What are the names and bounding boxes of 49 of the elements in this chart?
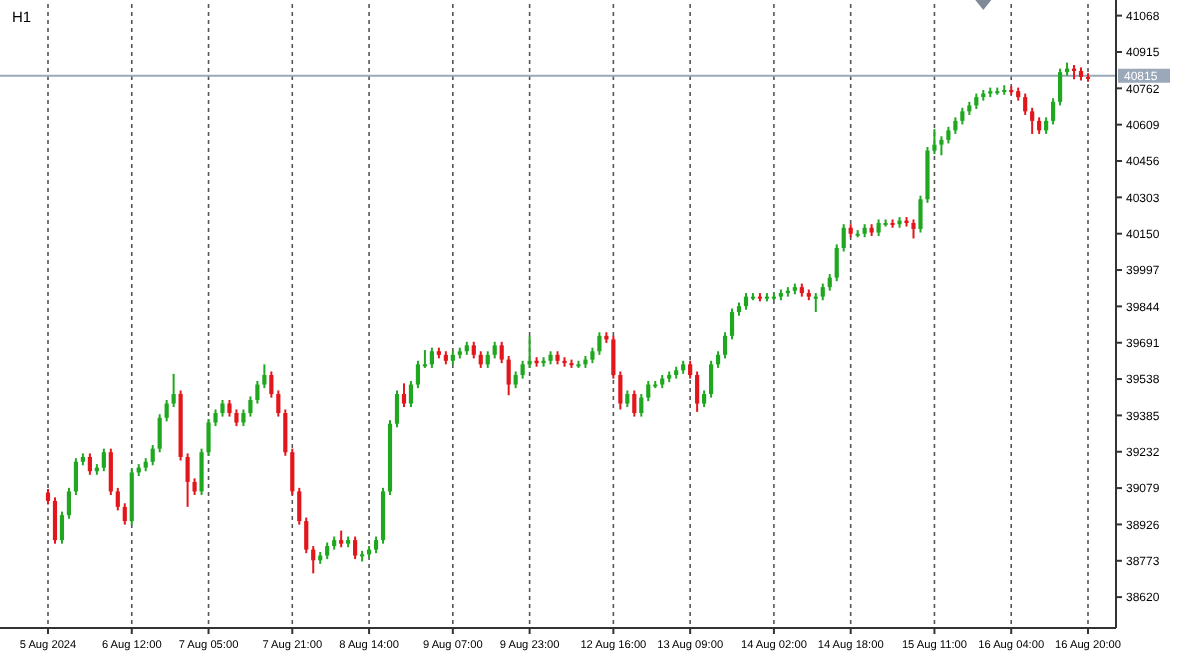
candlestick bbox=[304, 516, 309, 555]
candlestick bbox=[108, 447, 113, 496]
candlestick bbox=[1030, 106, 1035, 135]
candlestick bbox=[283, 408, 288, 457]
candlestick bbox=[157, 413, 162, 454]
candlestick bbox=[1051, 97, 1056, 126]
candlestick bbox=[729, 307, 735, 341]
candlestick bbox=[164, 398, 169, 423]
candlestick bbox=[506, 355, 511, 397]
candlestick bbox=[297, 486, 302, 526]
candlestick bbox=[597, 331, 602, 356]
candlestick bbox=[87, 452, 92, 476]
candlestick bbox=[150, 444, 155, 467]
candlestick bbox=[646, 379, 651, 403]
candlestick bbox=[834, 243, 839, 283]
candlestick bbox=[276, 389, 281, 418]
candlestick bbox=[722, 331, 728, 360]
candlestick bbox=[415, 359, 421, 390]
candlestick bbox=[171, 372, 176, 409]
candlestick bbox=[639, 393, 644, 418]
candlestick bbox=[59, 510, 65, 545]
candlestick bbox=[695, 370, 700, 413]
candlestick bbox=[1057, 67, 1063, 107]
candlestick bbox=[499, 340, 504, 365]
candlestick bbox=[66, 486, 72, 520]
candlestick bbox=[115, 486, 120, 512]
candlestick bbox=[632, 389, 637, 418]
candlestick bbox=[269, 370, 274, 399]
candlestick bbox=[394, 389, 400, 429]
candlestick bbox=[401, 382, 407, 409]
candlestick bbox=[813, 292, 818, 314]
candlestick bbox=[101, 447, 106, 473]
candlestick bbox=[255, 379, 260, 405]
candlestick bbox=[122, 502, 127, 526]
candlestick bbox=[262, 363, 267, 390]
candlestick bbox=[911, 218, 916, 240]
candlestick bbox=[353, 535, 358, 561]
candlestick bbox=[429, 346, 434, 369]
candlestick bbox=[52, 496, 58, 545]
candlestick bbox=[408, 379, 414, 409]
candlestick bbox=[73, 457, 79, 496]
candlestick bbox=[290, 447, 295, 496]
candlestick bbox=[841, 223, 846, 253]
candlestick bbox=[185, 452, 190, 508]
candlestick bbox=[708, 359, 714, 399]
candlestick bbox=[611, 334, 616, 380]
candlestick bbox=[1023, 92, 1028, 116]
candlestick bbox=[618, 370, 623, 411]
candlestick bbox=[939, 135, 944, 157]
